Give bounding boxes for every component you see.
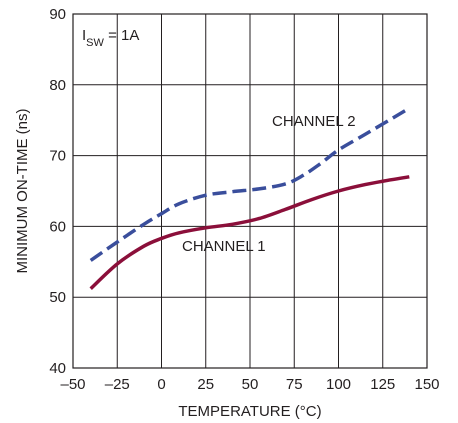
- series-line-channel-1: [89, 175, 410, 290]
- y-tick-label: 60: [49, 218, 66, 235]
- x-tick-label: 50: [242, 376, 259, 393]
- y-tick-label: 70: [49, 148, 66, 165]
- series-label-channel-2: CHANNEL 2: [272, 113, 356, 130]
- y-tick-label: 90: [49, 6, 66, 23]
- series-layer: [89, 106, 411, 290]
- grid: [73, 14, 427, 368]
- x-tick-label: –50: [60, 376, 85, 393]
- condition-rest: = 1A: [104, 27, 139, 44]
- x-axis-title: TEMPERATURE (°C): [178, 403, 321, 420]
- y-axis-title: MINIMUM ON-TIME (ns): [14, 109, 31, 274]
- y-tick-label: 50: [49, 289, 66, 306]
- x-tick-label: 0: [157, 376, 165, 393]
- y-tick-label: 80: [49, 77, 66, 94]
- x-tick-label: –25: [105, 376, 130, 393]
- x-tick-label: 125: [370, 376, 395, 393]
- series-line-channel-2: [89, 106, 411, 262]
- x-tick-label: 100: [326, 376, 351, 393]
- condition-main: I: [82, 27, 86, 44]
- tick-labels: –50 –25 0 25 50 75 100 125 150 40 50 60 70 80 90: [49, 6, 439, 393]
- condition-annotation: ISW = 1A: [82, 27, 139, 49]
- condition-sub: SW: [86, 37, 104, 49]
- x-tick-label: 150: [414, 376, 439, 393]
- y-tick-label: 40: [49, 360, 66, 377]
- plot-frame: [72, 13, 428, 369]
- x-tick-label: 25: [197, 376, 214, 393]
- x-tick-label: 75: [286, 376, 303, 393]
- series-label-channel-1: CHANNEL 1: [182, 238, 266, 255]
